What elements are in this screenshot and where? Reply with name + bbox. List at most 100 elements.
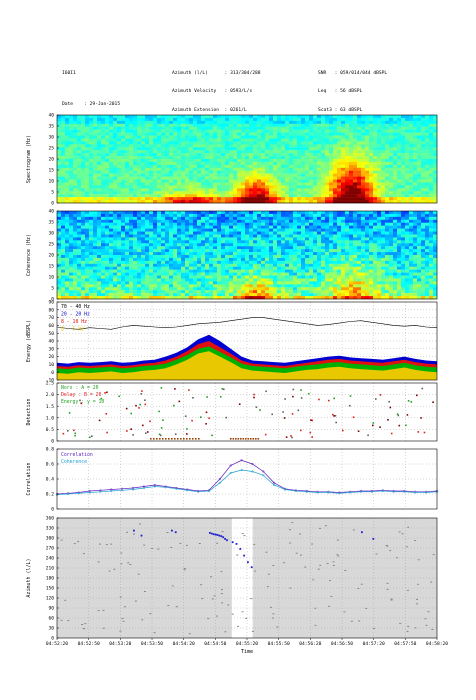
detection-point — [225, 416, 227, 419]
spectrogram-ytick-label: 20 — [48, 157, 54, 163]
correlation-point — [359, 490, 363, 493]
azimuth-point — [358, 620, 361, 622]
correlation-point — [131, 486, 135, 490]
detection-point — [328, 399, 330, 402]
azimuth-point — [365, 607, 368, 609]
detection-point — [416, 394, 418, 397]
azimuth-point — [82, 553, 85, 555]
detection-point — [145, 432, 147, 434]
azimuth-point — [299, 533, 302, 535]
azimuth-point — [137, 573, 140, 575]
correlation-point — [316, 491, 319, 494]
detection-point — [147, 431, 149, 433]
azimuth-highlight-point — [361, 531, 363, 534]
azimuth-point — [395, 557, 398, 559]
detection-point — [165, 438, 167, 440]
detection-point — [292, 395, 294, 398]
correlation-legend-1: Coherence — [61, 459, 87, 465]
azimuth-point — [183, 569, 186, 571]
correlation-point — [262, 470, 265, 473]
azimuth-ytick-label: 300 — [46, 536, 55, 542]
azimuth-point — [431, 629, 434, 630]
detection-point — [297, 409, 300, 412]
detection-point — [158, 433, 161, 436]
detection-point — [79, 399, 81, 402]
detection-point — [118, 395, 120, 398]
azimuth-point — [343, 611, 346, 613]
detection-point — [379, 394, 382, 396]
detection-point — [174, 433, 177, 435]
azimuth-point — [224, 631, 227, 633]
detection-point — [186, 428, 188, 430]
detection-point — [257, 438, 260, 440]
detection-point — [265, 390, 267, 393]
azimuth-point — [416, 598, 418, 600]
azimuth-ytick-label: 30 — [48, 626, 54, 632]
azimuth-point — [373, 627, 375, 629]
energy-ytick-label: 50 — [48, 331, 54, 337]
detection-point — [235, 438, 237, 440]
correlation-point — [251, 470, 254, 473]
azimuth-point — [207, 617, 210, 619]
azimuth-point — [243, 535, 246, 537]
azimuth-point — [328, 605, 330, 607]
azimuth-highlight-point — [174, 531, 177, 534]
detection-point — [352, 416, 355, 418]
detection-point — [98, 419, 101, 422]
energy-ytick-label: 40 — [48, 339, 54, 345]
azimuth-point — [105, 544, 108, 546]
detection-point — [300, 397, 303, 399]
detection-point — [432, 401, 434, 403]
azimuth-point — [291, 522, 294, 524]
detection-point — [333, 415, 335, 417]
azimuth-xtick-label: 04:53:50 — [141, 641, 163, 647]
azimuth-point — [424, 618, 427, 620]
azimuth-point — [167, 605, 170, 606]
detection-ytick-label: 2.5 — [46, 381, 55, 387]
azimuth-point — [406, 589, 409, 591]
azimuth-point — [144, 591, 146, 592]
azimuth-point — [311, 543, 314, 545]
azimuth-point — [97, 561, 100, 563]
azimuth-point — [389, 550, 392, 552]
detection-point — [153, 438, 155, 440]
detection-point — [139, 403, 141, 406]
spectrogram-ylabel: Spectrogram (Hz) — [26, 135, 32, 183]
detection-legend-1: Delay : B = 20 — [61, 392, 102, 398]
azimuth-point — [283, 562, 286, 564]
detection-point — [223, 388, 225, 391]
correlation-point — [88, 491, 91, 494]
azimuth-xtick-label: 04:58:20 — [426, 641, 448, 647]
spectrogram-ytick-label: 10 — [48, 179, 54, 185]
header-azimuth-velocity: Azimuth Velocity : 0593/L/s — [172, 89, 253, 95]
azimuth-point — [102, 609, 105, 611]
detection-point — [130, 412, 132, 415]
azimuth-point — [221, 531, 224, 533]
detection-point — [318, 398, 320, 401]
azimuth-point — [188, 633, 191, 635]
azimuth-point — [352, 529, 355, 531]
azimuth-point — [73, 543, 76, 545]
azimuth-highlight-point — [218, 534, 221, 537]
correlation-point — [218, 481, 221, 484]
azimuth-point — [417, 559, 420, 561]
detection-point — [300, 429, 302, 432]
azimuth-point — [241, 611, 244, 613]
correlation-point — [88, 489, 91, 493]
detection-point — [125, 407, 128, 410]
azimuth-xtick-label: 04:55:50 — [268, 641, 290, 647]
azimuth-point — [241, 533, 244, 535]
azimuth-point — [134, 600, 137, 602]
detection-point — [398, 424, 401, 427]
azimuth-point — [183, 568, 186, 569]
correlation-point — [251, 462, 254, 466]
azimuth-point — [220, 571, 223, 573]
detection-frame — [56, 382, 438, 442]
azimuth-highlight-point — [226, 539, 228, 542]
azimuth-point — [143, 544, 146, 546]
detection-ytick-label: 2.0 — [46, 392, 55, 398]
azimuth-point — [213, 595, 216, 597]
detection-point — [74, 432, 77, 435]
azimuth-point — [326, 563, 329, 565]
